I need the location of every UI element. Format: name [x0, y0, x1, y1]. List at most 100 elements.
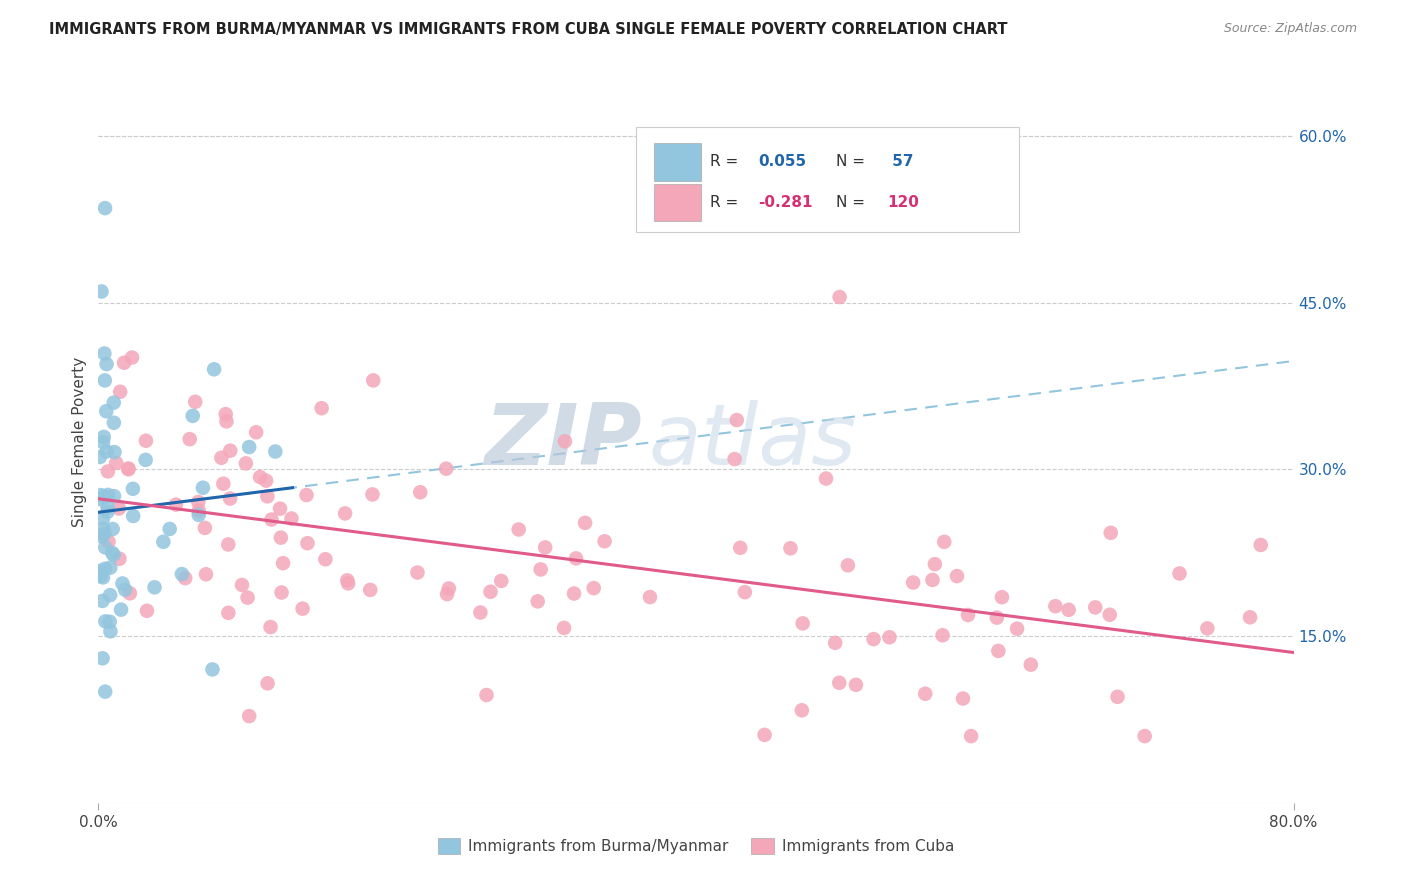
Point [638, 590, 661, 604]
Point [436, 587, 458, 601]
Point [219, 491, 242, 506]
Point [114, 582, 136, 597]
Text: R =: R = [710, 154, 744, 169]
Point [91, 435, 114, 450]
Point [256, 489, 278, 503]
Point [98, 560, 121, 574]
Point [103, 416, 125, 430]
Point [790, 703, 813, 717]
Point [270, 531, 292, 545]
Text: IMMIGRANTS FROM BURMA/MYANMAR VS IMMIGRANTS FROM CUBA SINGLE FEMALE POVERTY CORR: IMMIGRANTS FROM BURMA/MYANMAR VS IMMIGRA… [49, 22, 1008, 37]
Point [90, 488, 112, 502]
Point [90, 529, 112, 543]
Point [1019, 657, 1042, 672]
Point [914, 687, 936, 701]
Point [91, 570, 114, 584]
Point [837, 558, 859, 573]
Point [295, 488, 318, 502]
Point [159, 522, 181, 536]
Point [100, 624, 122, 639]
Point [91, 651, 114, 665]
Y-axis label: Single Female Poverty: Single Female Poverty [72, 357, 87, 526]
Point [723, 452, 745, 467]
Point [122, 482, 145, 496]
Point [103, 489, 125, 503]
Point [260, 512, 283, 526]
Point [986, 610, 1008, 624]
Point [108, 384, 131, 399]
Point [165, 498, 187, 512]
Point [94, 562, 117, 576]
Point [96, 444, 118, 458]
Point [534, 541, 557, 555]
Point [101, 522, 124, 536]
Point [202, 362, 225, 376]
Point [152, 534, 174, 549]
Point [93, 526, 115, 541]
Point [280, 511, 302, 525]
Point [231, 578, 253, 592]
Point [814, 471, 837, 485]
Text: Source: ZipAtlas.com: Source: ZipAtlas.com [1223, 22, 1357, 36]
Legend: Immigrants from Burma/Myanmar, Immigrants from Cuba: Immigrants from Burma/Myanmar, Immigrant… [432, 832, 960, 860]
Point [217, 537, 239, 551]
Point [97, 488, 120, 502]
Point [824, 636, 846, 650]
Point [215, 407, 238, 421]
Point [359, 582, 381, 597]
Point [112, 356, 135, 370]
Point [779, 541, 801, 556]
Point [238, 440, 260, 454]
Point [191, 481, 214, 495]
Point [187, 504, 209, 518]
Point [111, 576, 134, 591]
Point [94, 615, 117, 629]
Point [271, 556, 294, 570]
Text: 120: 120 [887, 194, 920, 210]
Point [108, 551, 131, 566]
Point [297, 536, 319, 550]
Point [828, 290, 851, 304]
Point [117, 462, 139, 476]
Point [1005, 622, 1028, 636]
Point [475, 688, 498, 702]
Point [336, 574, 359, 588]
Point [103, 548, 125, 562]
Point [565, 551, 588, 566]
Point [117, 461, 139, 475]
Point [235, 456, 257, 470]
Point [219, 443, 242, 458]
Point [179, 432, 201, 446]
Point [269, 501, 291, 516]
Point [97, 465, 120, 479]
Text: 0.055: 0.055 [758, 154, 806, 169]
Point [1250, 538, 1272, 552]
Point [333, 507, 356, 521]
Point [256, 676, 278, 690]
Point [194, 567, 217, 582]
Point [530, 562, 553, 576]
Point [434, 461, 457, 475]
Point [170, 567, 193, 582]
Point [94, 490, 117, 504]
Point [121, 351, 143, 365]
Point [728, 541, 751, 555]
Point [1133, 729, 1156, 743]
Point [184, 394, 207, 409]
Point [1098, 607, 1121, 622]
Point [991, 591, 1014, 605]
Point [249, 470, 271, 484]
Point [103, 445, 125, 459]
Point [1239, 610, 1261, 624]
Point [91, 512, 114, 526]
Point [264, 444, 287, 458]
Point [270, 585, 292, 599]
Point [508, 523, 530, 537]
Point [96, 500, 118, 514]
Point [187, 508, 209, 522]
Point [209, 450, 232, 465]
Point [934, 534, 956, 549]
Point [143, 580, 166, 594]
Point [754, 728, 776, 742]
Point [254, 474, 277, 488]
